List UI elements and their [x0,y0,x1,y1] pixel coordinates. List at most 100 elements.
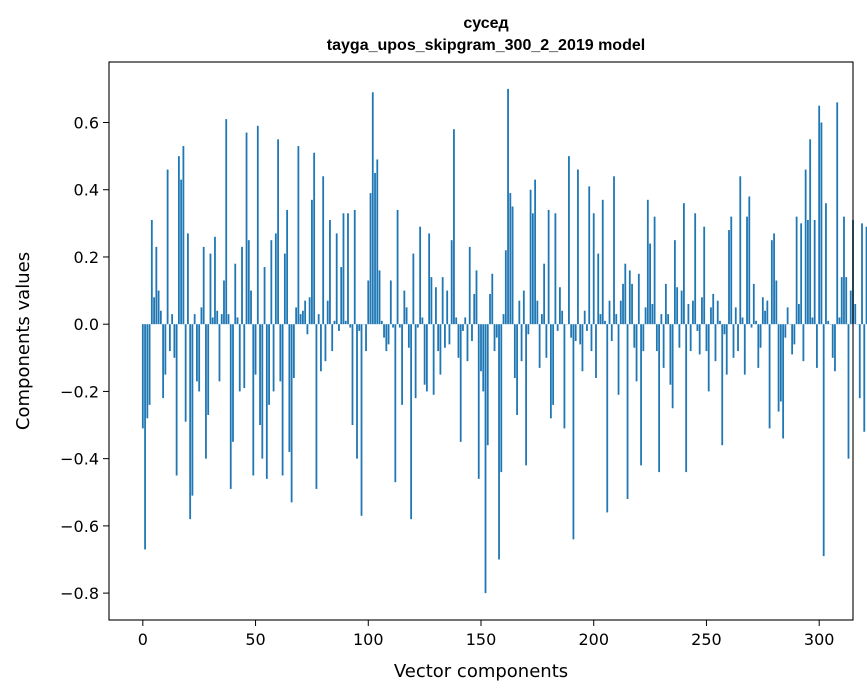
bar [601,199,604,325]
bar [171,314,174,325]
bar [518,300,521,325]
bar [651,304,654,325]
bar [863,324,866,432]
bar [773,233,775,325]
bar-series [141,88,867,594]
x-axis-ticks: 0 50 100 150 200 250 300 [138,620,834,649]
bar [836,102,839,325]
bar [678,324,681,348]
bar [162,324,165,399]
bar [840,277,843,325]
bar [405,307,408,325]
bar [540,314,543,325]
bar [412,253,415,325]
bar [811,317,814,325]
bar [685,324,688,473]
bar [746,216,748,325]
bar [644,307,647,325]
bar [292,324,295,378]
bar [637,273,640,325]
bar [775,280,778,325]
bar [243,324,246,389]
bar [380,320,383,325]
x-axis-label: Vector components [394,661,568,682]
bar [615,314,618,325]
bar [270,240,273,325]
bar [838,317,841,325]
bar [198,324,201,392]
bar [365,324,367,352]
bar [220,314,223,325]
bar [288,324,291,452]
bar [245,132,248,325]
bar [279,324,282,382]
bar [570,324,573,338]
bar [583,310,586,325]
bar [714,324,717,362]
bar [157,290,160,325]
bar [214,236,216,325]
bar [834,324,836,372]
bar [710,307,712,325]
bar [182,146,185,325]
bar [495,324,498,338]
bar [295,307,298,325]
bar [577,169,579,325]
bar [610,324,613,341]
bar [667,314,670,325]
bar [342,213,345,325]
bar [353,209,356,325]
bar [525,324,527,466]
bar [335,233,338,325]
bar [669,324,672,385]
bar [387,324,390,345]
bar [606,324,609,513]
bar [755,320,757,325]
bar [779,324,782,402]
bar [468,246,471,325]
bar [256,125,259,325]
bar [281,324,284,476]
bar [150,219,153,325]
bar [698,324,701,355]
bar [241,246,243,325]
bar [552,324,555,405]
bar [462,324,464,331]
bar [322,176,325,325]
bar [329,219,331,325]
bar [392,324,394,328]
bar [320,324,322,372]
x-tick-label: 50 [245,630,265,649]
bar [338,324,340,331]
bar [739,176,742,325]
bar [283,253,286,325]
bar [658,324,661,473]
bar [696,324,699,331]
bar [849,290,852,325]
bar [527,324,530,335]
bar [425,324,428,392]
bar [592,213,595,325]
bar [721,324,724,446]
bar [290,324,293,503]
bar [491,273,494,325]
bar [216,310,219,325]
bar [559,287,561,325]
bar [543,263,546,325]
bar [191,324,194,496]
bar [617,324,620,395]
bar [423,324,426,385]
bar [340,267,343,325]
bar [676,287,679,325]
bar [588,186,591,325]
bar [847,324,850,459]
bar [764,310,766,325]
bar [304,300,307,325]
bar [268,324,270,405]
bar [734,307,737,325]
bar [155,246,158,325]
bar [531,213,534,325]
bar [435,287,437,325]
bar [520,324,523,362]
y-tick-label: −0.6 [60,517,99,536]
